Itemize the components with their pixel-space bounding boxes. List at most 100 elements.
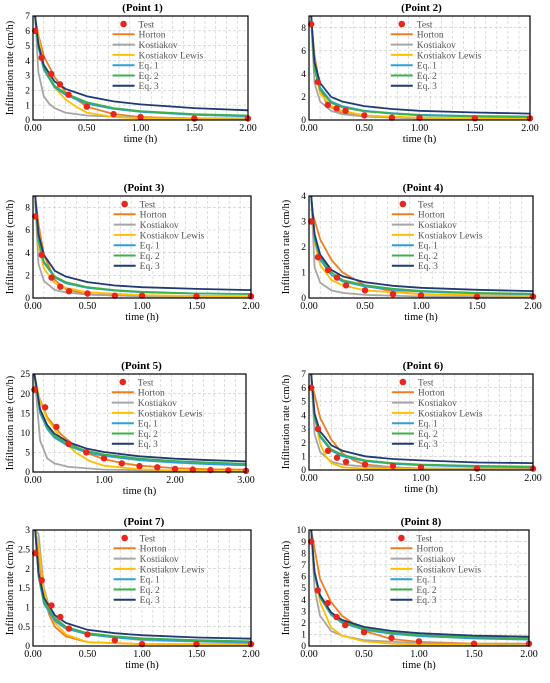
test-point (333, 105, 340, 112)
test-point (100, 455, 108, 462)
y-tick-label: 3 (301, 425, 306, 435)
x-tick-label: 1.50 (465, 649, 483, 660)
y-tick-label: 5 (301, 584, 306, 594)
test-point (56, 81, 64, 88)
chart-title: (Point 2) (401, 2, 442, 14)
test-point (136, 462, 143, 470)
y-tick-label: 20 (21, 390, 31, 400)
series-line-kostiakov-lewis (34, 530, 251, 646)
x-axis-label: time (h) (403, 134, 437, 145)
test-point (137, 113, 144, 121)
chart-title: (Point 7) (124, 516, 165, 528)
test-point (118, 460, 126, 467)
x-axis-label: time (h) (125, 660, 159, 671)
legend-label: Test (140, 200, 156, 210)
plot-frame (32, 373, 247, 473)
test-point (308, 538, 315, 545)
test-point (314, 78, 321, 86)
series-line-kostiakov (310, 530, 529, 646)
series-line-eq-3 (310, 530, 529, 638)
series-line-eq-3 (310, 196, 533, 292)
legend-label: Kostiakov Lewis (417, 51, 482, 61)
series-line-eq-3 (310, 374, 533, 464)
series-line-eq-3 (34, 530, 251, 640)
test-point (189, 466, 196, 473)
legend-label: Kostiakov Lewis (138, 409, 203, 419)
test-point (83, 449, 90, 456)
x-axis-label: time (h) (123, 486, 157, 497)
legend-label: Eq. 3 (140, 596, 160, 606)
test-point (417, 464, 425, 471)
y-tick-label: 2.5 (18, 546, 30, 556)
y-tick-label: 7 (301, 561, 306, 571)
legend-label: Eq. 2 (140, 586, 160, 596)
legend-label: Eq. 2 (418, 430, 438, 440)
legend-label: Kostiakov (140, 221, 179, 231)
test-point (342, 282, 350, 289)
test-point (389, 291, 397, 298)
x-tick-label: 0.50 (79, 649, 97, 660)
test-point (415, 638, 423, 645)
x-tick-label: 0.00 (300, 649, 318, 660)
y-tick-label: 2 (301, 619, 306, 629)
legend-label: Kostiakov (417, 41, 456, 51)
legend-label: Eq. 2 (418, 252, 438, 262)
test-point (361, 287, 369, 294)
x-axis-label: time (h) (125, 312, 159, 323)
x-axis-label: time (h) (404, 484, 438, 495)
test-point (308, 384, 315, 391)
test-point (417, 292, 425, 299)
y-tick-label: 0 (301, 466, 306, 476)
legend-label: Test (417, 20, 433, 30)
test-point (57, 613, 64, 621)
chart-title: (Point 8) (401, 516, 442, 528)
x-tick-label: 1.50 (466, 123, 484, 134)
legend-label: Eq. 3 (140, 262, 160, 272)
test-point (83, 103, 91, 110)
x-tick-label: 1.50 (186, 123, 204, 134)
y-tick-label: 6 (25, 226, 30, 236)
y-tick-label: 3 (25, 72, 30, 82)
y-tick-label: 10 (21, 429, 31, 439)
test-point (389, 462, 397, 470)
test-point (416, 114, 423, 121)
test-point (57, 283, 64, 290)
x-tick-label: 0.00 (24, 649, 42, 660)
legend-label: Kostiakov (138, 399, 177, 409)
chart-point-3: 0 2 4 6 8 0.00 0.50 1.00 1.50 2.00 time (h) Infiltr… (5, 182, 260, 323)
y-tick-label: 6 (301, 384, 306, 394)
y-tick-label: 7 (301, 370, 306, 380)
legend-label: Horton (138, 389, 165, 399)
series-line-kostiakov (310, 196, 533, 298)
y-tick-label: 4 (25, 57, 30, 67)
y-tick-label: 4 (301, 70, 306, 80)
y-tick-label: 6 (301, 47, 306, 57)
x-tick-label: 0.00 (24, 475, 42, 486)
series-line-kostiakov (310, 374, 533, 470)
test-point (38, 251, 45, 259)
y-axis-label: Infiltration rate (cm/h) (281, 540, 292, 635)
legend-label: Horton (418, 389, 445, 399)
test-point (38, 54, 45, 61)
x-tick-label: 0.00 (300, 473, 318, 484)
x-tick-label: 2.00 (242, 301, 260, 312)
y-tick-label: 2 (301, 93, 306, 103)
chart-point-5: 0 5 10 15 20 25 0.00 1.00 2.00 3.00 time (h) Infilt… (5, 360, 255, 497)
x-tick-label: 3.00 (237, 475, 255, 486)
x-tick-label: 1.00 (411, 123, 429, 134)
chart-point-4: 0 1 2 3 4 0.00 0.50 1.00 1.50 2.00 time (h) Infiltr… (281, 182, 542, 323)
test-point (48, 602, 55, 609)
x-tick-label: 2.00 (520, 649, 538, 660)
test-point (65, 440, 72, 447)
y-tick-label: 0 (25, 468, 30, 478)
y-tick-label: 4 (301, 596, 306, 606)
x-axis-label: time (h) (124, 134, 158, 145)
test-point (111, 637, 119, 644)
x-tick-label: 1.00 (133, 649, 151, 660)
test-point (333, 613, 340, 621)
legend-marker-test (119, 378, 127, 386)
test-point (53, 423, 60, 431)
x-tick-label: 1.50 (188, 301, 206, 312)
plot-frame (308, 373, 534, 471)
legend-label: Eq. 2 (138, 430, 158, 440)
